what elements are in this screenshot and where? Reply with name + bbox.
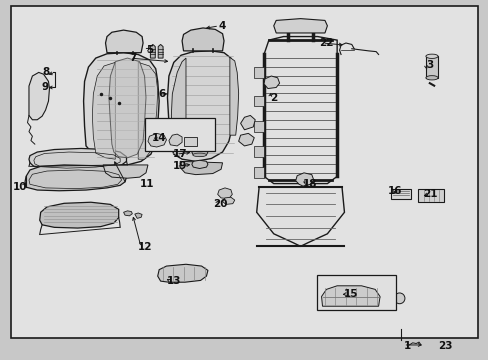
Ellipse shape (425, 54, 437, 58)
Bar (183, 137, 197, 146)
Polygon shape (217, 188, 232, 199)
Bar (144, 118, 215, 150)
Bar (417, 189, 444, 202)
Text: 15: 15 (343, 289, 357, 299)
Text: 21: 21 (423, 189, 437, 199)
Polygon shape (168, 134, 182, 146)
Polygon shape (425, 56, 437, 78)
Polygon shape (273, 19, 327, 33)
Polygon shape (92, 62, 115, 159)
Polygon shape (25, 165, 126, 191)
Polygon shape (256, 187, 344, 246)
Text: 12: 12 (138, 242, 152, 252)
Polygon shape (254, 67, 264, 78)
Polygon shape (229, 57, 238, 135)
Polygon shape (264, 37, 336, 184)
Polygon shape (138, 62, 158, 159)
Ellipse shape (425, 76, 437, 80)
Polygon shape (29, 148, 126, 169)
Ellipse shape (192, 153, 206, 157)
Polygon shape (254, 96, 264, 107)
Polygon shape (254, 146, 264, 157)
Polygon shape (103, 165, 148, 178)
Bar (316, 275, 395, 310)
Polygon shape (150, 44, 155, 58)
Text: 14: 14 (152, 133, 166, 143)
Text: 17: 17 (172, 149, 187, 159)
Polygon shape (254, 121, 264, 132)
Text: 18: 18 (302, 179, 316, 189)
Polygon shape (105, 30, 143, 53)
Polygon shape (83, 53, 159, 165)
Text: 7: 7 (129, 53, 137, 63)
Polygon shape (158, 264, 207, 282)
Text: 1: 1 (403, 341, 410, 351)
Text: 8: 8 (42, 67, 49, 77)
Text: 20: 20 (212, 199, 227, 210)
Polygon shape (109, 58, 146, 158)
Polygon shape (180, 161, 222, 175)
Text: 22: 22 (319, 38, 333, 48)
Polygon shape (264, 76, 279, 89)
Polygon shape (240, 116, 255, 130)
Text: 3: 3 (426, 60, 432, 70)
Text: 9: 9 (42, 82, 49, 93)
Polygon shape (191, 160, 207, 168)
Polygon shape (182, 28, 224, 51)
Polygon shape (135, 213, 142, 219)
Polygon shape (123, 211, 132, 216)
Text: 5: 5 (145, 45, 153, 55)
Polygon shape (29, 72, 49, 120)
Bar (390, 189, 410, 199)
Polygon shape (222, 197, 234, 204)
Polygon shape (321, 286, 379, 306)
Polygon shape (40, 202, 119, 228)
Text: 13: 13 (166, 276, 181, 286)
Polygon shape (238, 134, 254, 146)
Text: 23: 23 (437, 341, 452, 351)
Polygon shape (254, 167, 264, 178)
Text: 11: 11 (140, 179, 154, 189)
Polygon shape (167, 51, 235, 161)
Polygon shape (171, 58, 185, 141)
Text: 6: 6 (158, 89, 165, 99)
Ellipse shape (393, 293, 404, 304)
Polygon shape (191, 148, 207, 156)
Polygon shape (295, 173, 313, 186)
Text: 16: 16 (386, 186, 401, 197)
Text: 10: 10 (13, 182, 27, 192)
Text: 19: 19 (173, 161, 187, 171)
Polygon shape (158, 44, 163, 58)
Text: 4: 4 (219, 21, 226, 31)
Text: 2: 2 (269, 93, 277, 103)
Polygon shape (148, 134, 166, 147)
